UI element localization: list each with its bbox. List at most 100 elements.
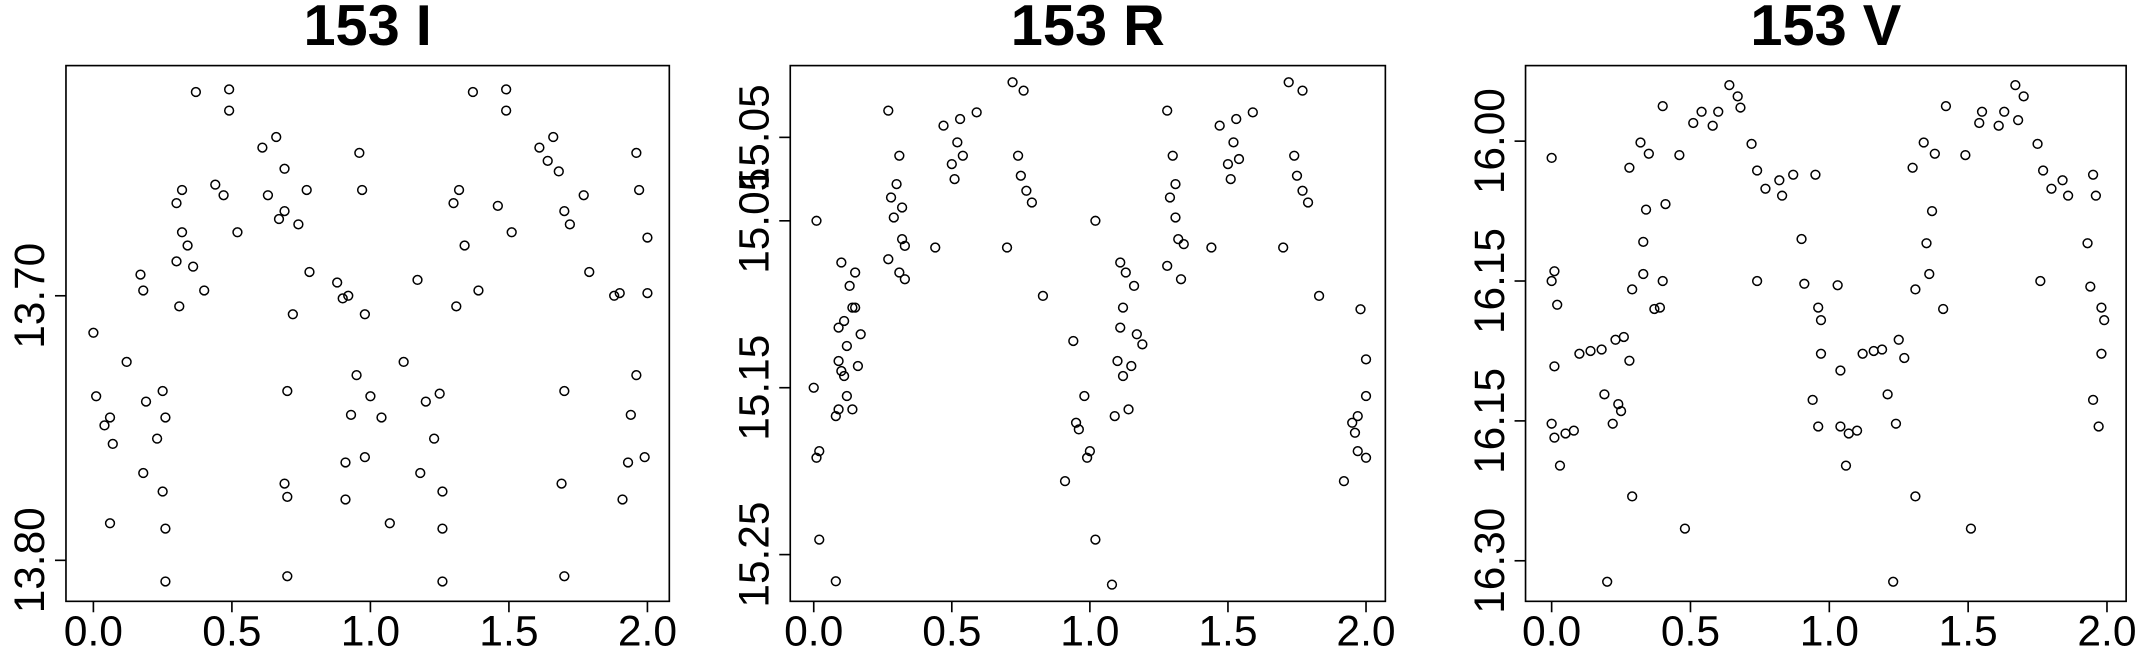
point xyxy=(223,105,235,116)
point xyxy=(1835,365,1846,376)
point xyxy=(1360,390,1372,402)
point xyxy=(1751,275,1763,287)
x-tick-label: 1.5 xyxy=(479,608,538,655)
point xyxy=(841,390,853,402)
point xyxy=(1610,334,1621,345)
point xyxy=(1713,106,1724,117)
point xyxy=(1649,303,1660,315)
point xyxy=(556,478,567,489)
point xyxy=(1993,120,2004,131)
point xyxy=(1206,242,1217,253)
point xyxy=(852,360,864,372)
point xyxy=(104,412,116,423)
point xyxy=(1810,169,1821,180)
point xyxy=(282,491,293,502)
point xyxy=(1585,345,1596,357)
point xyxy=(1607,418,1618,429)
point xyxy=(1228,137,1239,148)
point xyxy=(896,234,908,245)
point xyxy=(1291,170,1303,181)
point xyxy=(1247,107,1258,118)
point xyxy=(1546,152,1557,164)
point xyxy=(1654,302,1666,313)
point xyxy=(1120,267,1131,278)
point xyxy=(1560,428,1571,439)
point xyxy=(140,396,152,407)
point xyxy=(1760,183,1771,194)
point xyxy=(434,388,445,399)
point xyxy=(1813,302,1824,313)
point xyxy=(1126,360,1137,372)
point xyxy=(971,107,982,118)
point xyxy=(553,166,564,177)
point xyxy=(838,315,850,327)
point xyxy=(1225,173,1236,185)
point xyxy=(1688,117,1699,129)
point xyxy=(1289,150,1300,161)
point xyxy=(1021,185,1032,196)
point xyxy=(841,340,853,352)
point xyxy=(1835,421,1846,432)
point xyxy=(2057,175,2068,186)
point xyxy=(1960,149,1971,161)
point xyxy=(345,409,357,420)
point xyxy=(365,391,376,402)
point xyxy=(437,523,448,534)
point xyxy=(617,494,628,505)
point xyxy=(614,287,625,299)
point xyxy=(160,523,171,534)
point xyxy=(836,257,847,268)
point xyxy=(1302,197,1314,208)
point xyxy=(420,396,431,407)
point xyxy=(894,150,905,161)
point xyxy=(190,86,202,98)
point xyxy=(1674,149,1685,161)
point xyxy=(1876,344,1888,355)
x-tick-label: 1.0 xyxy=(1060,608,1119,655)
y-tick-label: 13.70 xyxy=(7,243,54,349)
point xyxy=(2099,315,2110,326)
point xyxy=(1624,355,1635,366)
point xyxy=(1123,404,1134,415)
plot-frame xyxy=(65,64,671,603)
y-tick-label: 16.00 xyxy=(1467,88,1514,194)
point xyxy=(293,219,304,230)
point xyxy=(1832,280,1843,291)
point xyxy=(2090,190,2102,201)
point xyxy=(633,184,645,196)
point xyxy=(473,285,484,296)
point xyxy=(899,274,911,285)
y-tick-label: 13.80 xyxy=(7,507,54,613)
point xyxy=(1115,257,1126,268)
point xyxy=(1843,428,1854,439)
point xyxy=(171,198,182,209)
point xyxy=(160,576,171,587)
y-tick-label: 15.05 xyxy=(731,168,778,274)
point xyxy=(135,269,146,280)
panel: 153 I 0.0 0.5 1.0 1.5 2.0 13.70 13.80 xyxy=(7,0,677,655)
point xyxy=(1214,120,1225,131)
point xyxy=(1660,198,1671,210)
point xyxy=(1546,418,1557,429)
point xyxy=(1926,205,1938,217)
y-tick-label: 16.15 xyxy=(1467,368,1514,474)
point xyxy=(952,137,963,148)
point xyxy=(1175,274,1187,285)
point xyxy=(2093,421,2104,432)
point xyxy=(811,215,822,226)
point xyxy=(282,385,293,397)
point xyxy=(631,147,642,159)
point xyxy=(1170,178,1181,190)
point xyxy=(91,391,102,402)
point xyxy=(301,184,312,196)
point xyxy=(1233,153,1245,165)
point xyxy=(437,576,448,587)
point xyxy=(437,486,448,497)
point xyxy=(2085,281,2096,292)
point xyxy=(1128,280,1140,292)
point xyxy=(899,240,911,251)
point xyxy=(1084,446,1096,457)
point xyxy=(415,467,426,479)
